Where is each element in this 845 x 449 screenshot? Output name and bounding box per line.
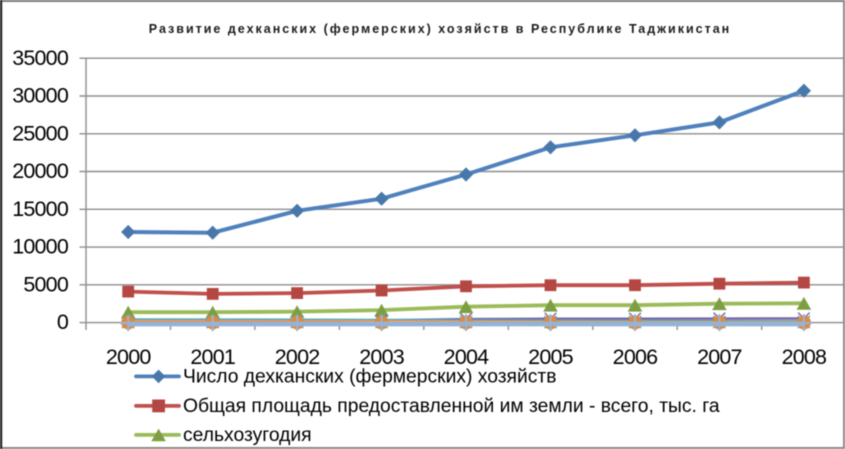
svg-text:2002: 2002 [275,345,320,369]
svg-text:2008: 2008 [782,345,827,369]
svg-text:2003: 2003 [359,345,404,369]
svg-text:2006: 2006 [613,345,658,369]
svg-text:20000: 20000 [12,159,69,183]
svg-text:Число дехканских (фермерских): Число дехканских (фермерских) хозяйств [183,367,556,388]
svg-text:2000: 2000 [106,345,151,369]
svg-text:30000: 30000 [12,84,69,108]
svg-text:10000: 10000 [12,235,69,259]
svg-text:2007: 2007 [697,345,742,369]
svg-text:сельхозугодия: сельхозугодия [183,425,312,446]
svg-text:2005: 2005 [528,345,573,369]
svg-text:2001: 2001 [190,345,235,369]
svg-text:25000: 25000 [12,121,69,145]
svg-text:Общая площадь предоставленной: Общая площадь предоставленной им земли -… [183,396,720,417]
svg-text:0: 0 [57,310,69,334]
svg-text:2004: 2004 [444,345,489,369]
svg-text:5000: 5000 [23,272,68,296]
svg-text:35000: 35000 [12,46,69,70]
svg-text:Развитие дехканских (фермерски: Развитие дехканских (фермерских) хозяйст… [149,22,731,36]
svg-text:15000: 15000 [12,197,69,221]
